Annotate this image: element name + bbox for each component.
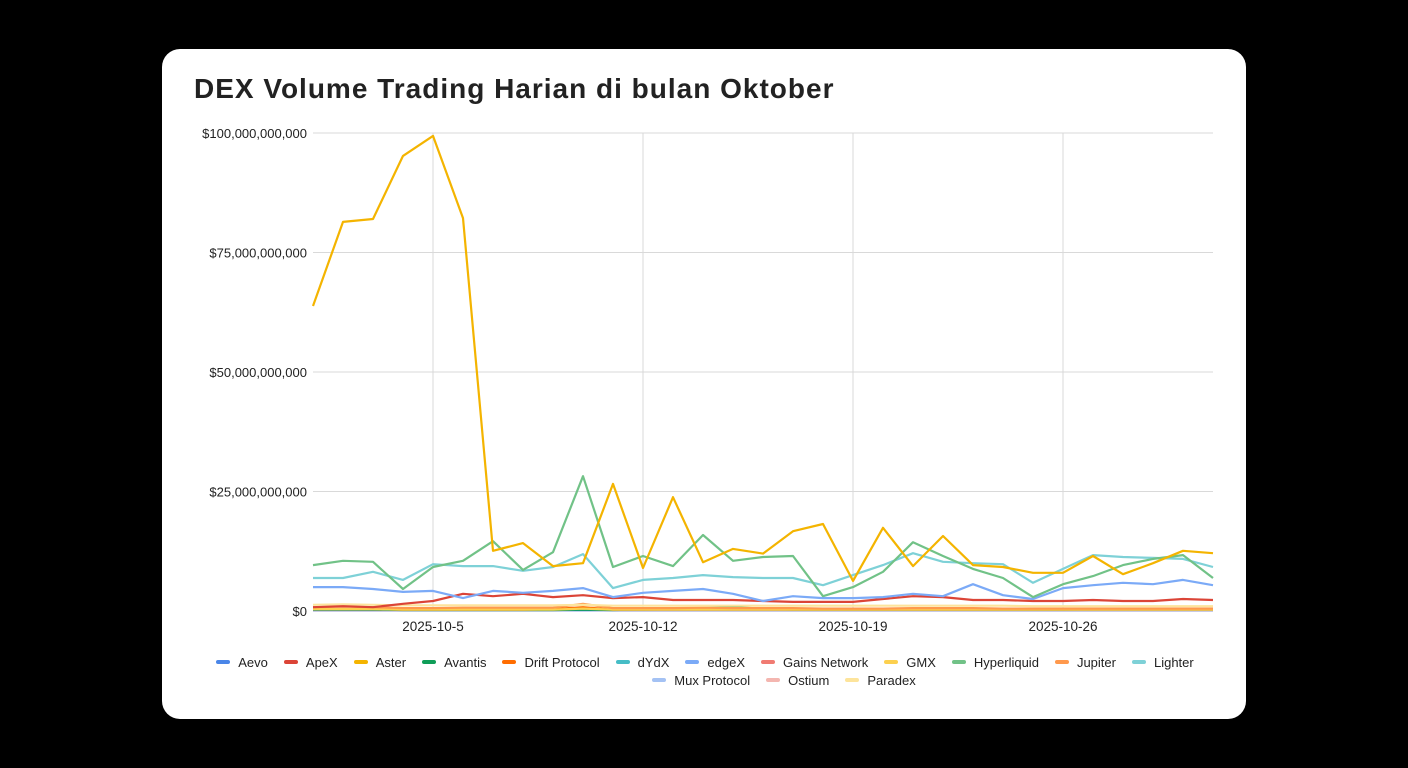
chart-title: DEX Volume Trading Harian di bulan Oktob… — [194, 73, 835, 104]
legend-swatch-icon — [353, 660, 368, 664]
legend-item[interactable]: Hyperliquid — [951, 653, 1039, 671]
legend-swatch-icon — [884, 660, 899, 664]
legend-label: Ostium — [788, 672, 830, 688]
legend-label: dYdX — [637, 654, 670, 670]
legend-item[interactable]: Drift Protocol — [502, 653, 600, 671]
legend-row-2: Mux Protocol Ostium Paradex — [162, 671, 1246, 689]
legend-swatch-icon — [761, 660, 776, 664]
legend-swatch-icon — [951, 660, 966, 664]
y-tick-label: $100,000,000,000 — [202, 126, 307, 141]
legend-item[interactable]: GMX — [884, 653, 936, 671]
legend-label: Gains Network — [783, 654, 869, 670]
legend-swatch-icon — [1131, 660, 1146, 664]
legend-item[interactable]: ApeX — [283, 653, 338, 671]
legend-swatch-icon — [502, 660, 517, 664]
legend-swatch-icon — [283, 660, 298, 664]
legend-row-1: Aevo ApeX Aster Avantis Drift Protocol dYdX ed… — [162, 653, 1246, 671]
x-axis: 2025-10-5 2025-10-12 2025-10-19 2025-10-26 — [402, 619, 1097, 634]
x-tick-label: 2025-10-12 — [608, 619, 677, 634]
legend-item[interactable]: Lighter — [1131, 653, 1194, 671]
y-tick-label: $50,000,000,000 — [209, 365, 307, 380]
legend-item[interactable]: Gains Network — [761, 653, 868, 671]
legend-label: Mux Protocol — [674, 672, 751, 688]
y-tick-label: $75,000,000,000 — [209, 246, 307, 261]
series-line-hyperliquid — [312, 475, 1214, 599]
legend-label: Lighter — [1153, 654, 1194, 670]
legend-label: ApeX — [305, 654, 338, 670]
legend-swatch-icon — [216, 660, 231, 664]
y-tick-label: $0 — [293, 604, 307, 619]
legend-item[interactable]: edgeX — [685, 653, 745, 671]
legend-item[interactable]: Aevo — [216, 653, 268, 671]
legend-label: Drift Protocol — [524, 654, 600, 670]
legend-label: Aster — [375, 654, 407, 670]
legend-item[interactable]: Aster — [353, 653, 407, 671]
series-line-edgex — [313, 578, 1214, 603]
legend-item[interactable]: Jupiter — [1054, 653, 1116, 671]
series-line-paradex — [312, 603, 1213, 608]
x-tick-label: 2025-10-19 — [818, 619, 887, 634]
legend-swatch-icon — [1054, 660, 1069, 664]
legend-label: Avantis — [444, 654, 487, 670]
legend-swatch-icon — [845, 678, 860, 682]
series-lines — [311, 134, 1214, 612]
series-line-jupiter — [312, 602, 1213, 610]
legend-swatch-icon — [685, 660, 700, 664]
legend-label: Hyperliquid — [973, 654, 1039, 670]
legend: Aevo ApeX Aster Avantis Drift Protocol dYdX ed… — [162, 653, 1246, 689]
legend-swatch-icon — [652, 678, 667, 682]
x-tick-label: 2025-10-5 — [402, 619, 464, 634]
legend-swatch-icon — [766, 678, 781, 682]
legend-label: Paradex — [867, 672, 916, 688]
legend-swatch-icon — [615, 660, 630, 664]
series-line-lighter — [313, 552, 1214, 590]
x-tick-label: 2025-10-26 — [1028, 619, 1097, 634]
legend-item[interactable]: Ostium — [766, 671, 829, 689]
legend-swatch-icon — [422, 660, 437, 664]
legend-label: GMX — [906, 654, 936, 670]
legend-item[interactable]: Mux Protocol — [652, 671, 750, 689]
line-chart: $0 $25,000,000,000 $50,000,000,000 $75,000,… — [202, 126, 1214, 634]
legend-item[interactable]: Avantis — [422, 653, 486, 671]
gridlines — [313, 132, 1213, 612]
chart-card: DEX Volume Trading Harian di bulan Oktob… — [162, 49, 1246, 719]
legend-label: Aevo — [238, 654, 268, 670]
legend-label: Jupiter — [1076, 654, 1116, 670]
legend-item[interactable]: dYdX — [615, 653, 670, 671]
y-tick-label: $25,000,000,000 — [209, 485, 307, 500]
legend-label: edgeX — [707, 654, 746, 670]
y-axis: $0 $25,000,000,000 $50,000,000,000 $75,000,… — [202, 126, 307, 619]
legend-item[interactable]: Paradex — [845, 671, 916, 689]
series-line-aster — [311, 134, 1214, 583]
